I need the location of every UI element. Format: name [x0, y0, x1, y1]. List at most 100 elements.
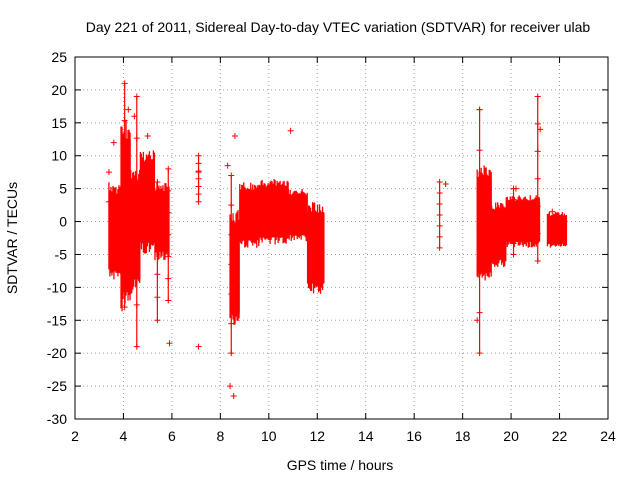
spike-point	[228, 172, 235, 179]
outlier-point	[105, 198, 112, 205]
x-tick-label: 4	[120, 428, 128, 444]
spike-point	[228, 231, 235, 238]
spike-point	[195, 183, 202, 190]
outlier-point	[512, 185, 519, 192]
spike-point	[476, 269, 483, 276]
band-core	[259, 186, 289, 237]
band-core	[108, 193, 122, 269]
spike-point	[228, 202, 235, 209]
y-tick-label: -25	[47, 378, 67, 394]
spike-point	[133, 218, 140, 225]
x-tick-label: 14	[358, 428, 374, 444]
x-tick-label: 8	[216, 428, 224, 444]
y-tick-label: 10	[51, 148, 67, 164]
spike-point	[165, 275, 172, 282]
outlier-point	[227, 383, 234, 390]
spike-point	[133, 301, 140, 308]
outlier-point	[144, 132, 151, 139]
spike-point	[436, 211, 443, 218]
plot-frame	[74, 56, 609, 420]
spike-point	[133, 93, 140, 100]
y-tick-label: 15	[51, 115, 67, 131]
y-tick-label: -30	[47, 411, 67, 427]
spike-point	[165, 165, 172, 172]
spike-point	[165, 187, 172, 194]
spike-point	[436, 200, 443, 207]
spike-point	[165, 253, 172, 260]
outlier-point	[476, 106, 483, 113]
data-points	[105, 80, 568, 399]
data-band	[491, 202, 507, 268]
spike-point	[510, 207, 517, 214]
data-band	[546, 211, 568, 248]
spike-point	[154, 202, 161, 209]
spike-point	[510, 240, 517, 247]
spike-point	[133, 135, 140, 142]
x-tick-label: 10	[261, 428, 277, 444]
spike-point	[154, 248, 161, 255]
spike-point	[121, 229, 128, 236]
spike-point	[436, 222, 443, 229]
x-tick-labels: 2 4 6 8 10 12 14 16 18 20 22 24	[71, 428, 616, 444]
band-core	[239, 189, 260, 240]
spike-point	[436, 179, 443, 186]
band-core	[140, 161, 155, 242]
spike-point	[154, 179, 161, 186]
band-core	[288, 194, 308, 235]
y-tick-labels: 25 20 15 10 5 0 -5 -10 -15 -20 -25 -30	[47, 49, 67, 427]
x-axis-label: GPS time / hours	[287, 457, 394, 473]
y-tick-label: 0	[59, 214, 67, 230]
spike-point	[510, 251, 517, 258]
data-band	[258, 179, 289, 245]
x-tick-label: 6	[168, 428, 176, 444]
outlier-point	[442, 181, 449, 188]
spike-point	[476, 350, 483, 357]
band-core	[491, 209, 507, 260]
outlier-point	[105, 169, 112, 176]
y-tick-label: -20	[47, 345, 67, 361]
band-core	[307, 212, 325, 283]
band-core	[154, 191, 170, 252]
x-tick-label: 24	[600, 428, 616, 444]
band-core	[547, 216, 567, 244]
spike-point	[154, 294, 161, 301]
spike-point	[534, 230, 541, 237]
spike-point	[133, 176, 140, 183]
spike-point	[154, 271, 161, 278]
spike-point	[534, 148, 541, 155]
data-band	[130, 169, 141, 294]
spike-point	[534, 203, 541, 210]
spike-point	[476, 309, 483, 316]
spike-point	[165, 297, 172, 304]
outlier-point	[125, 106, 132, 113]
outlier-point	[195, 343, 202, 350]
outlier-point	[287, 127, 294, 134]
y-tick-label: -15	[47, 312, 67, 328]
spike-point	[165, 231, 172, 238]
band-core	[130, 183, 141, 279]
data-band	[287, 188, 308, 242]
y-axis-label: SDTVAR / TECUs	[4, 182, 20, 294]
outlier-point	[166, 340, 173, 347]
spike-point	[476, 187, 483, 194]
spike-point	[534, 175, 541, 182]
chart-title: Day 221 of 2011, Sidereal Day-to-day VTE…	[86, 19, 591, 35]
outlier-point	[195, 169, 202, 176]
spike-point	[534, 93, 541, 100]
spike-point	[476, 147, 483, 154]
spike-point	[154, 225, 161, 232]
spike-point	[228, 261, 235, 268]
spike-point	[154, 317, 161, 324]
spike-point	[133, 343, 140, 350]
band-core	[477, 177, 492, 273]
spike-point	[510, 229, 517, 236]
outlier-point	[224, 162, 231, 169]
data-band	[306, 202, 325, 294]
outlier-point	[474, 317, 481, 324]
outlier-point	[230, 392, 237, 399]
y-tick-label: -5	[55, 246, 68, 262]
spike-point	[228, 350, 235, 357]
outlier-point	[110, 139, 117, 146]
outlier-point	[131, 113, 138, 120]
spike-point	[476, 228, 483, 235]
